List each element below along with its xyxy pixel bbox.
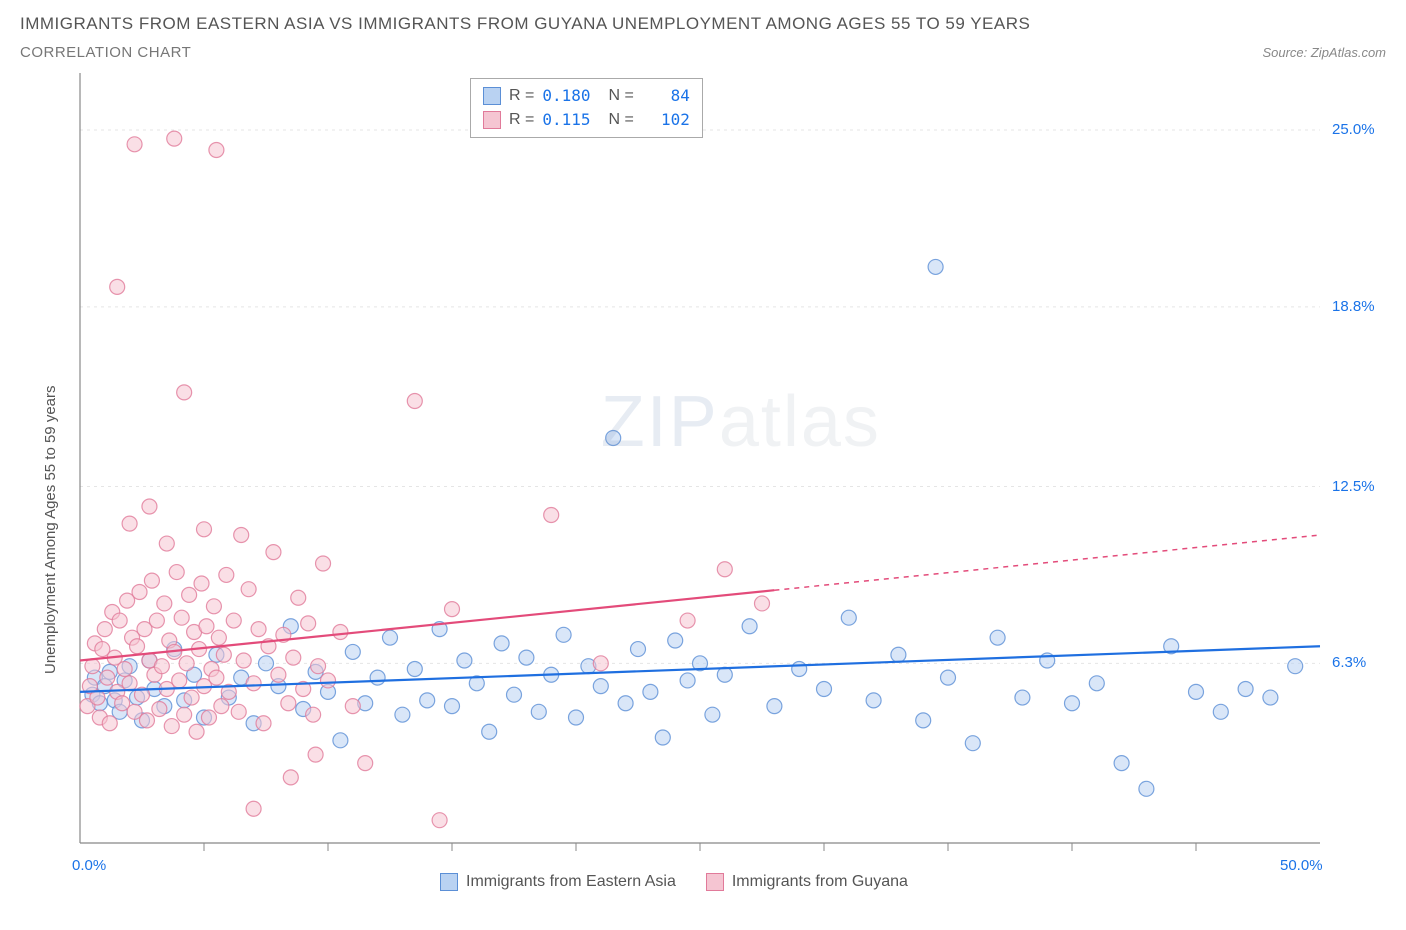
chart-subtitle: CORRELATION CHART bbox=[20, 44, 191, 61]
y-axis-label: Unemployment Among Ages 55 to 59 years bbox=[42, 385, 59, 674]
y-tick-label: 18.8% bbox=[1332, 298, 1375, 315]
chart-area: Unemployment Among Ages 55 to 59 years Z… bbox=[20, 73, 1386, 903]
source-label: Source: ZipAtlas.com bbox=[1262, 45, 1386, 60]
legend-swatch bbox=[483, 87, 501, 105]
x-tick-label: 50.0% bbox=[1280, 857, 1323, 874]
legend-series-item: Immigrants from Eastern Asia bbox=[440, 873, 676, 891]
legend-r-label: R = bbox=[509, 108, 534, 132]
x-tick-label: 0.0% bbox=[72, 857, 106, 874]
chart-container: IMMIGRANTS FROM EASTERN ASIA VS IMMIGRAN… bbox=[0, 0, 1406, 930]
legend-n-value: 102 bbox=[642, 108, 690, 132]
legend-swatch bbox=[440, 873, 458, 891]
legend-stats-row: R = 0.115 N = 102 bbox=[483, 108, 690, 132]
legend-series: Immigrants from Eastern Asia Immigrants f… bbox=[440, 873, 908, 891]
legend-r-value: 0.115 bbox=[542, 108, 590, 132]
subtitle-row: CORRELATION CHART Source: ZipAtlas.com bbox=[20, 44, 1386, 61]
legend-swatch bbox=[706, 873, 724, 891]
y-tick-label: 6.3% bbox=[1332, 654, 1366, 671]
legend-series-name: Immigrants from Eastern Asia bbox=[466, 873, 676, 891]
legend-stats-row: R = 0.180 N = 84 bbox=[483, 84, 690, 108]
legend-series-name: Immigrants from Guyana bbox=[732, 873, 908, 891]
chart-svg bbox=[20, 73, 1386, 903]
legend-n-label: N = bbox=[609, 108, 634, 132]
y-tick-label: 12.5% bbox=[1332, 478, 1375, 495]
legend-series-item: Immigrants from Guyana bbox=[706, 873, 908, 891]
y-tick-label: 25.0% bbox=[1332, 121, 1375, 138]
legend-n-label: N = bbox=[609, 84, 634, 108]
legend-n-value: 84 bbox=[642, 84, 690, 108]
legend-r-label: R = bbox=[509, 84, 534, 108]
chart-title: IMMIGRANTS FROM EASTERN ASIA VS IMMIGRAN… bbox=[20, 14, 1386, 34]
legend-r-value: 0.180 bbox=[542, 84, 590, 108]
legend-swatch bbox=[483, 111, 501, 129]
legend-stats: R = 0.180 N = 84 R = 0.115 N = 102 bbox=[470, 78, 703, 138]
